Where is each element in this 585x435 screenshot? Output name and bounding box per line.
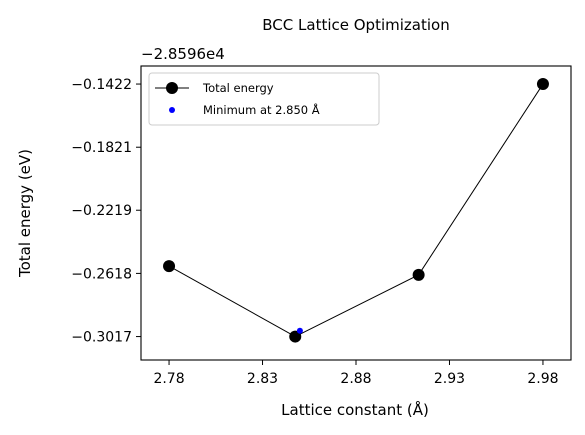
legend-label-total-energy: Total energy xyxy=(202,81,274,95)
legend-marker-total-energy xyxy=(166,82,178,94)
x-tick-label: 2.83 xyxy=(247,371,278,387)
y-tick-label: −0.1422 xyxy=(71,77,132,93)
x-tick-label: 2.93 xyxy=(434,371,465,387)
x-axis-ticks: 2.78 2.83 2.88 2.93 2.98 xyxy=(153,360,559,387)
series-layer xyxy=(163,78,549,343)
y-tick-label: −0.2219 xyxy=(71,203,132,219)
y-axis-ticks: −0.1422 −0.1821 −0.2219 −0.2618 −0.3017 xyxy=(71,77,141,346)
y-tick-label: −0.1821 xyxy=(71,140,132,156)
minimum-point xyxy=(296,327,303,334)
x-tick-label: 2.88 xyxy=(340,371,371,387)
y-axis-label: Total energy (eV) xyxy=(16,149,34,278)
x-tick-label: 2.98 xyxy=(527,371,558,387)
x-tick-label: 2.78 xyxy=(153,371,184,387)
legend-label-minimum: Minimum at 2.850 Å xyxy=(203,102,320,117)
data-point xyxy=(163,260,176,273)
x-axis-label: Lattice constant (Å) xyxy=(281,400,429,419)
chart-title: BCC Lattice Optimization xyxy=(262,16,449,34)
y-tick-label: −0.2618 xyxy=(71,266,132,282)
legend-frame xyxy=(148,72,380,126)
data-point xyxy=(289,330,302,343)
data-point xyxy=(412,268,425,281)
offset-label: −2.8596e4 xyxy=(141,45,225,63)
data-point xyxy=(536,78,549,91)
y-tick-label: −0.3017 xyxy=(71,330,132,346)
series-line-total-energy xyxy=(168,83,544,338)
legend-marker-minimum xyxy=(169,107,175,113)
legend: Total energy Minimum at 2.850 Å xyxy=(148,72,380,126)
